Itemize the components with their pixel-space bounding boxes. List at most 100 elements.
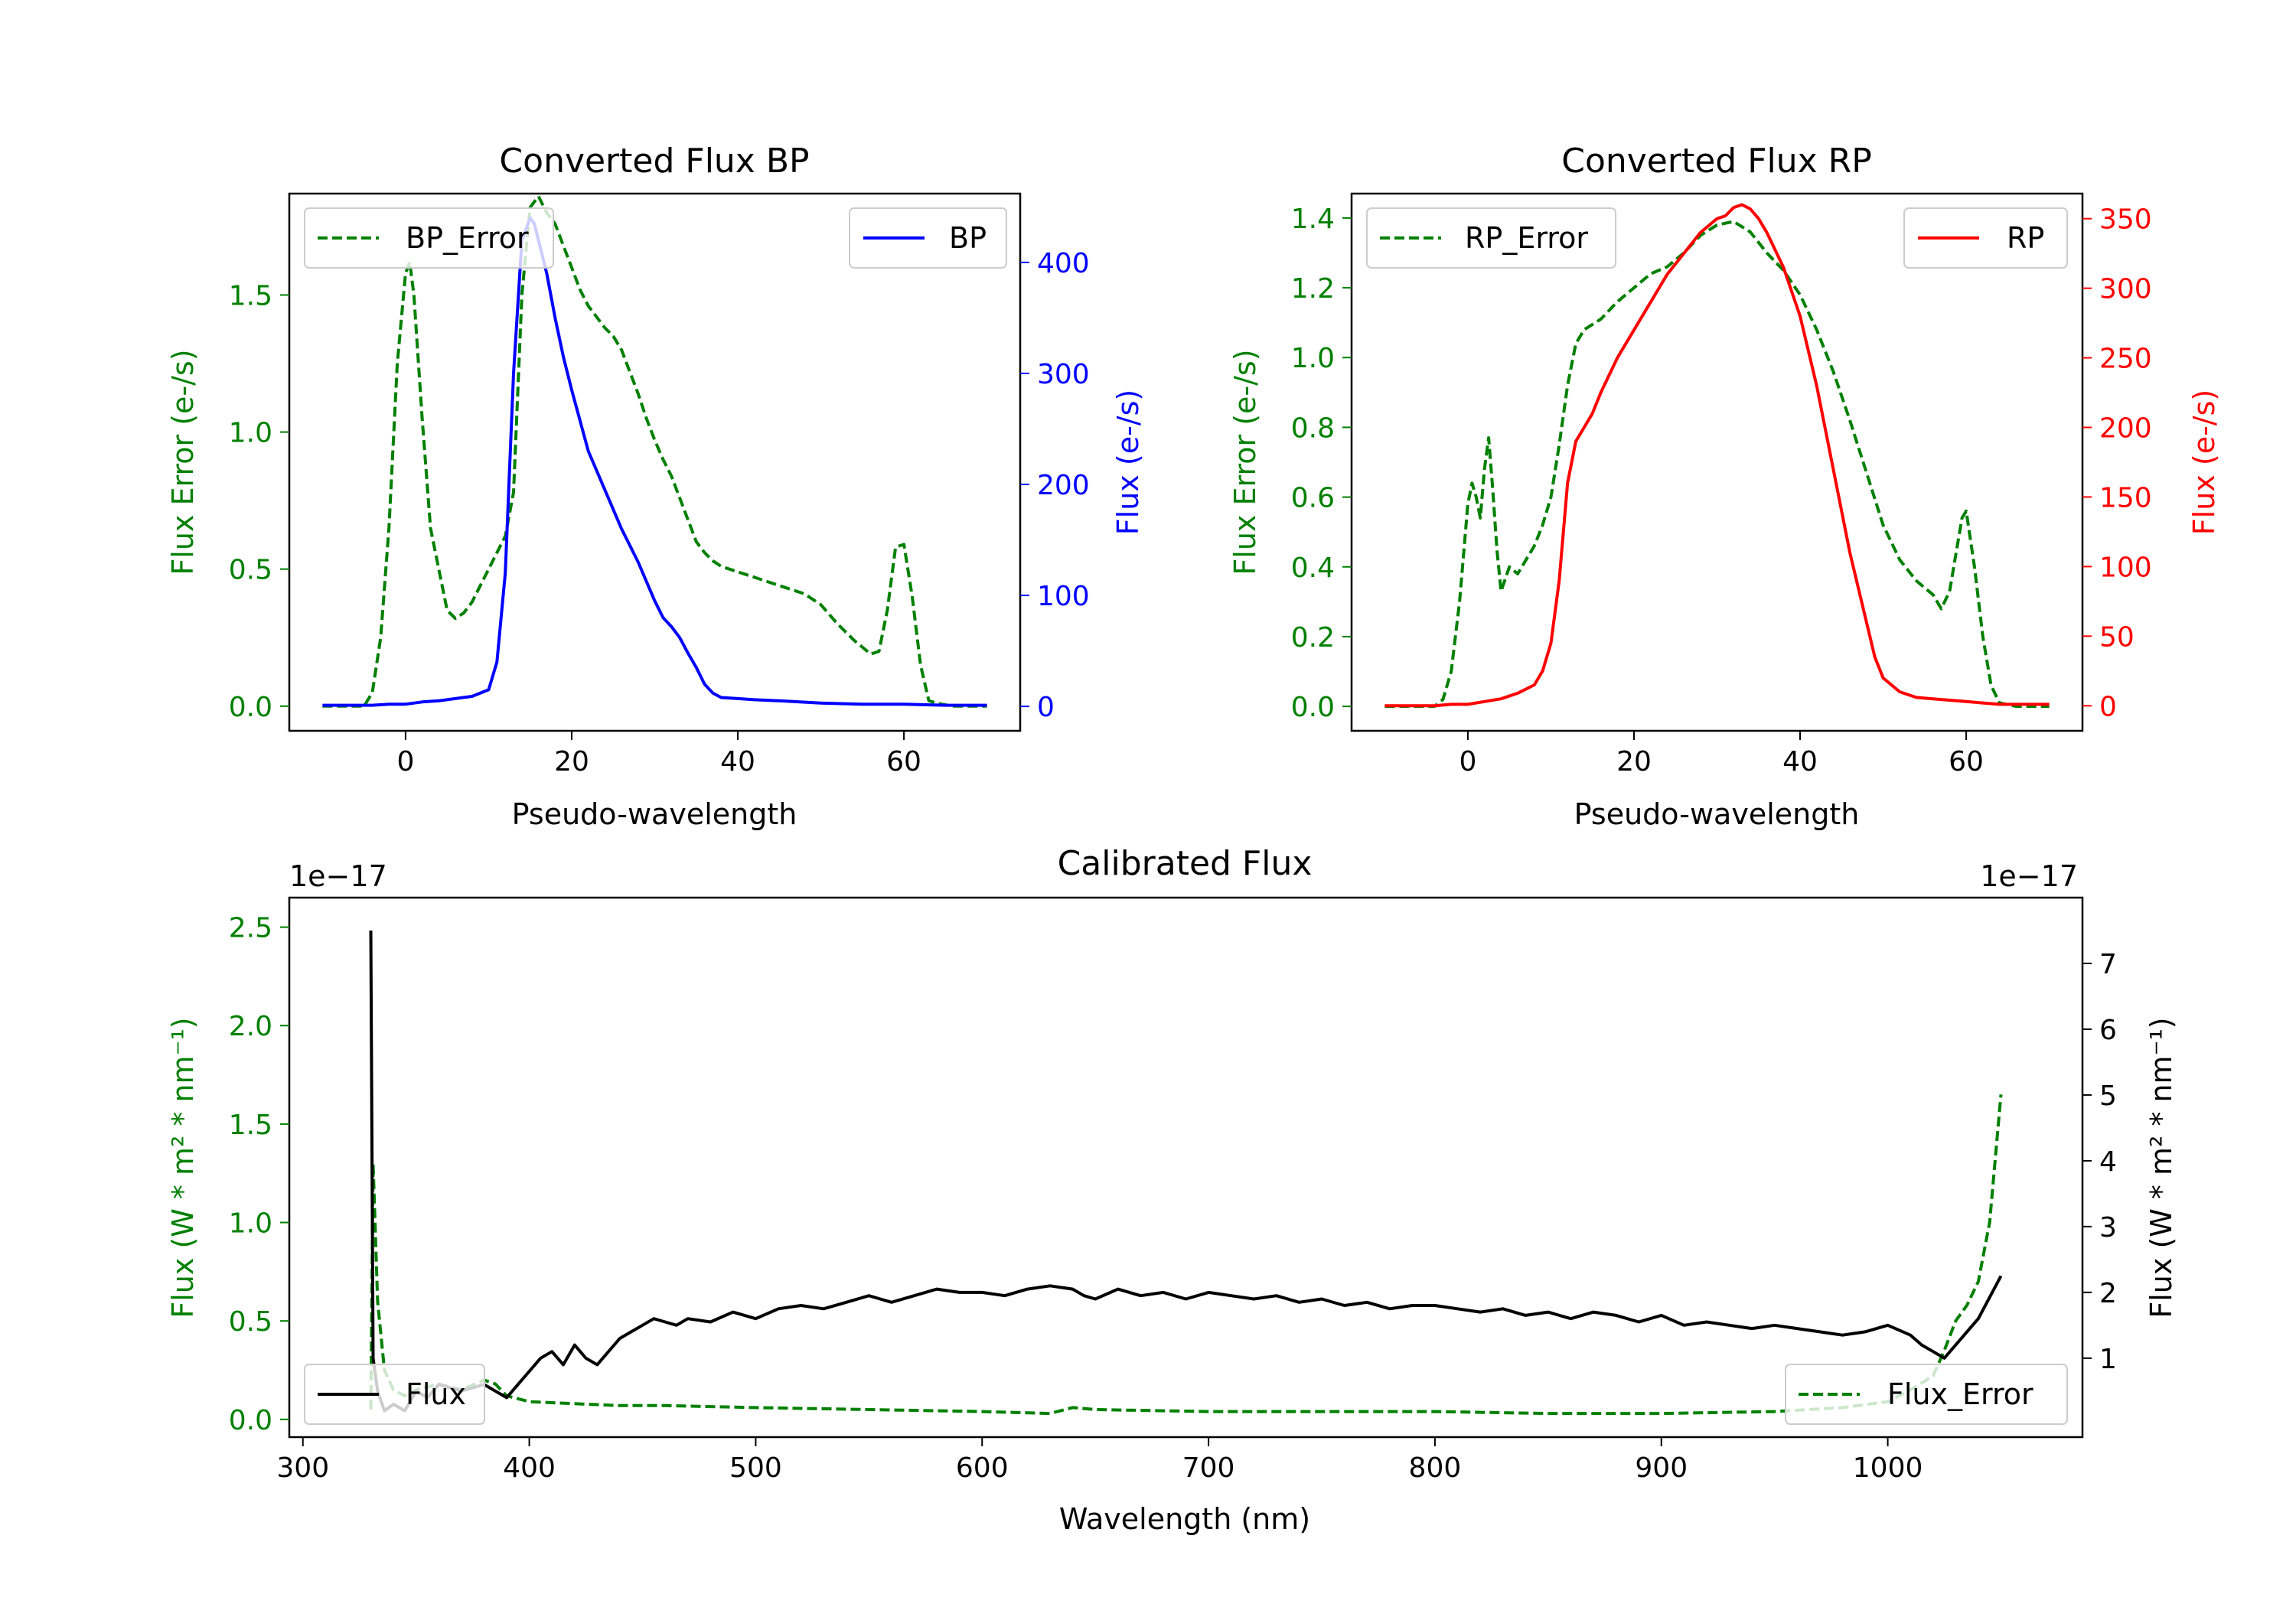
rp-legend-flux-label: RP xyxy=(2007,221,2044,255)
calibrated-y-ticks-left: 0.0 0.5 1.0 1.5 2.0 2.5 xyxy=(229,913,289,1436)
cal-series-flux-error-line xyxy=(369,1094,2003,1416)
rp-y-tick-label-left: 1.2 xyxy=(1291,273,1335,305)
rp-x-axis-label: Pseudo-wavelength xyxy=(1574,797,1860,831)
cal-x-tick-label: 600 xyxy=(956,1452,1009,1484)
rp-y-tick-label-left: 0.6 xyxy=(1291,483,1335,514)
bp-y-tick-label-right: 0 xyxy=(1037,692,1055,723)
bp-subplot: Converted Flux BP 0 20 40 60 0.0 0.5 1.0 1.5 0… xyxy=(166,142,1145,831)
rp-y-tick-label-right: 350 xyxy=(2099,204,2152,236)
cal-y-tick-label-left: 2.5 xyxy=(229,913,272,944)
rp-y-tick-label-right: 150 xyxy=(2099,482,2152,513)
bp-y-ticks-right: 0 100 200 300 400 xyxy=(1020,248,1090,723)
rp-title: Converted Flux RP xyxy=(1561,142,1872,181)
cal-x-tick-label: 700 xyxy=(1182,1452,1235,1484)
cal-y-tick-label-right: 1 xyxy=(2099,1344,2117,1375)
cal-y-tick-label-left: 2.0 xyxy=(229,1011,272,1042)
calibrated-y-axis-label-left: Flux (W * m² * nm⁻¹) xyxy=(166,1017,200,1318)
bp-y-tick-label-right: 100 xyxy=(1037,581,1090,612)
bp-legend-error: BP_Error xyxy=(304,207,554,269)
rp-y-tick-label-left: 0.8 xyxy=(1291,412,1335,444)
rp-y-tick-label-left: 0.2 xyxy=(1291,622,1335,654)
cal-y-tick-label-left: 1.0 xyxy=(229,1208,272,1240)
rp-y-tick-label-right: 50 xyxy=(2099,621,2135,653)
bp-legend-flux-label: BP xyxy=(949,221,987,255)
rp-axes-frame xyxy=(1350,192,2084,732)
rp-x-ticks: 0 20 40 60 xyxy=(1459,731,1984,777)
rp-legend-flux: RP xyxy=(1903,207,2068,269)
rp-y-tick-label-right: 200 xyxy=(2099,413,2152,445)
calibrated-legend-flux: Flux xyxy=(304,1364,485,1425)
bp-x-tick-label: 60 xyxy=(886,746,921,777)
calibrated-offset-left: 1e−17 xyxy=(289,859,387,893)
rp-legend-error-label: RP_Error xyxy=(1465,221,1588,255)
bp-series-bp-line xyxy=(322,216,987,707)
rp-y-tick-label-left: 1.4 xyxy=(1291,204,1335,235)
bp-title: Converted Flux BP xyxy=(499,142,809,181)
bp-y-tick-label-right: 300 xyxy=(1037,359,1090,390)
cal-y-tick-label-left: 0.0 xyxy=(229,1405,272,1436)
rp-y-tick-label-right: 300 xyxy=(2099,274,2152,305)
bp-y-ticks-left: 0.0 0.5 1.0 1.5 xyxy=(229,281,289,723)
bp-y-tick-label-right: 200 xyxy=(1037,470,1090,501)
rp-x-tick-label: 0 xyxy=(1459,746,1476,777)
calibrated-legend-error: Flux_Error xyxy=(1785,1364,2068,1425)
bp-legend-error-label: BP_Error xyxy=(406,221,529,255)
calibrated-x-axis-label: Wavelength (nm) xyxy=(1059,1502,1310,1536)
bp-y-axis-label-right: Flux (e-/s) xyxy=(1111,390,1145,535)
rp-y-tick-label-left: 1.0 xyxy=(1291,343,1335,374)
bp-y-tick-label-right: 400 xyxy=(1037,248,1090,279)
rp-y-axis-label-left: Flux Error (e-/s) xyxy=(1228,349,1262,575)
bp-x-axis-label: Pseudo-wavelength xyxy=(512,797,797,831)
calibrated-legend-flux-label: Flux xyxy=(406,1377,466,1411)
rp-x-tick-label: 20 xyxy=(1616,746,1652,777)
bp-plot-lines xyxy=(322,194,987,708)
rp-legend-error: RP_Error xyxy=(1366,207,1616,269)
cal-x-tick-label: 500 xyxy=(729,1452,782,1484)
cal-y-tick-label-right: 2 xyxy=(2099,1278,2117,1309)
calibrated-axes-frame xyxy=(288,896,2084,1439)
rp-y-tick-label-left: 0.0 xyxy=(1291,692,1335,723)
bp-y-axis-label-left: Flux Error (e-/s) xyxy=(166,349,200,575)
bp-axes-frame xyxy=(288,192,1022,732)
cal-y-tick-label-right: 3 xyxy=(2099,1212,2117,1244)
bp-legend-flux: BP xyxy=(849,207,1007,269)
cal-x-tick-label: 900 xyxy=(1635,1452,1688,1484)
cal-x-tick-label: 1000 xyxy=(1853,1452,1923,1484)
bp-y-tick-label-left: 1.5 xyxy=(229,281,272,312)
bp-x-tick-label: 20 xyxy=(554,746,589,777)
cal-y-tick-label-right: 6 xyxy=(2099,1015,2117,1046)
rp-y-tick-label-left: 0.4 xyxy=(1291,553,1335,584)
calibrated-y-axis-label-right: Flux (W * m² * nm⁻¹) xyxy=(2144,1017,2178,1318)
cal-series-flux-line xyxy=(369,930,2003,1413)
cal-y-tick-label-left: 1.5 xyxy=(229,1110,272,1141)
rp-plot-lines xyxy=(1384,203,2050,709)
rp-series-rp-line xyxy=(1384,203,2050,708)
rp-y-tick-label-right: 0 xyxy=(2099,691,2117,722)
bp-y-tick-label-left: 0.5 xyxy=(229,555,272,586)
rp-x-tick-label: 60 xyxy=(1949,746,1984,777)
rp-y-tick-label-right: 100 xyxy=(2099,552,2152,583)
rp-y-tick-label-right: 250 xyxy=(2099,344,2152,375)
bp-y-tick-label-left: 0.0 xyxy=(229,692,272,723)
calibrated-x-ticks: 300 400 500 600 700 800 900 1000 xyxy=(276,1437,1923,1484)
cal-y-tick-label-right: 5 xyxy=(2099,1081,2117,1112)
cal-x-tick-label: 300 xyxy=(276,1452,329,1484)
rp-y-ticks-right: 0 50 100 150 200 250 300 350 xyxy=(2082,204,2152,722)
cal-y-tick-label-left: 0.5 xyxy=(229,1306,272,1338)
rp-subplot: Converted Flux RP 0 20 40 60 0.0 0.2 0.4 0.6 0.… xyxy=(1228,142,2221,831)
calibrated-subplot: Calibrated Flux 1e−17 1e−17 300 400 500 600… xyxy=(166,844,2178,1536)
calibrated-title: Calibrated Flux xyxy=(1058,844,1313,883)
cal-y-tick-label-right: 7 xyxy=(2099,949,2117,980)
cal-x-tick-label: 400 xyxy=(503,1452,556,1484)
bp-series-bp-error-line xyxy=(322,194,987,708)
rp-x-tick-label: 40 xyxy=(1782,746,1818,777)
calibrated-legend-error-label: Flux_Error xyxy=(1887,1377,2033,1411)
bp-x-tick-label: 0 xyxy=(396,746,414,777)
bp-y-tick-label-left: 1.0 xyxy=(229,418,272,449)
cal-y-tick-label-right: 4 xyxy=(2099,1146,2117,1178)
bp-x-tick-label: 40 xyxy=(720,746,755,777)
cal-x-tick-label: 800 xyxy=(1409,1452,1462,1484)
calibrated-plot-lines xyxy=(369,930,2003,1416)
rp-y-axis-label-right: Flux (e-/s) xyxy=(2187,390,2221,535)
